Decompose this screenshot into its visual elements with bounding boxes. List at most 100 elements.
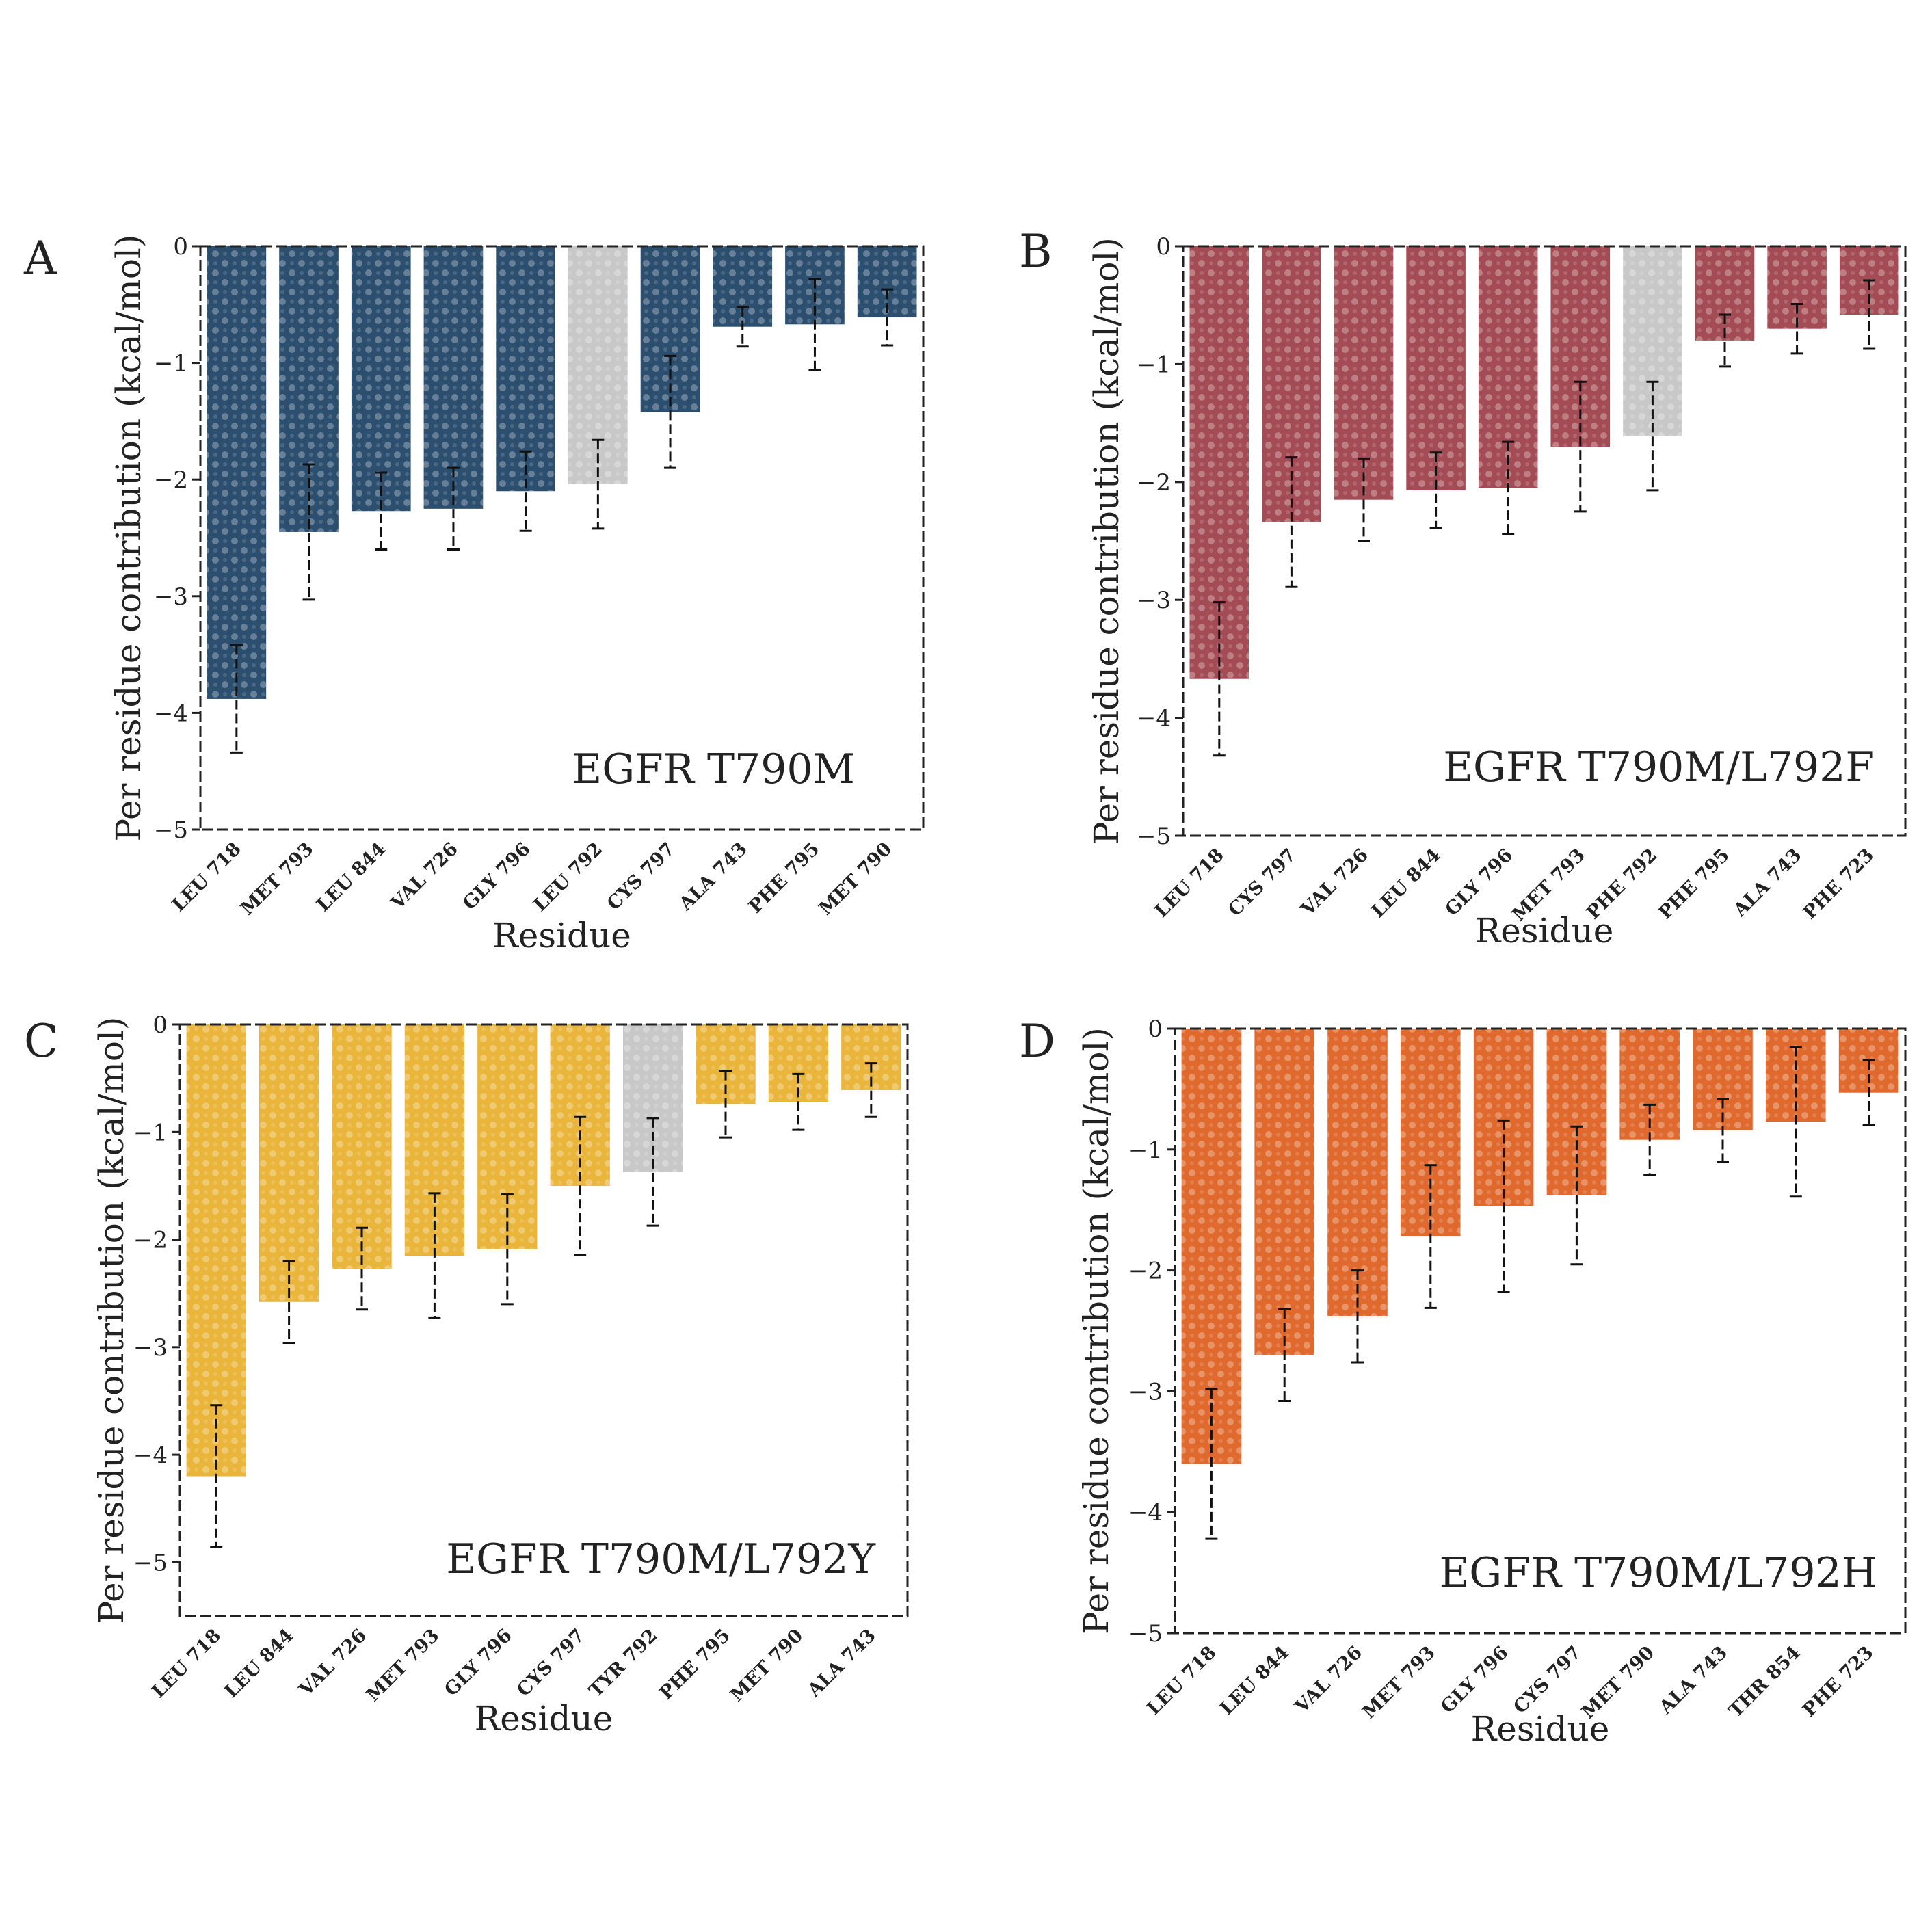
error-bar-leu-718 <box>1213 601 1226 757</box>
y-axis-title: Per residue contribution (kcal/mol) <box>1076 1027 1116 1635</box>
bar-texture <box>423 246 484 509</box>
y-tick-label: −1 <box>1128 1137 1163 1164</box>
error-bar-leu-718 <box>210 1404 223 1548</box>
y-tick-label: −5 <box>1137 823 1171 850</box>
x-tick-label: ALA 743 <box>1655 1642 1732 1719</box>
x-tick-label: VAL 726 <box>386 838 462 914</box>
x-axis-title: Residue <box>475 1699 613 1738</box>
x-tick-label: TYR 792 <box>585 1625 661 1702</box>
error-bar-ala-743 <box>864 1062 877 1118</box>
y-tick-label: −4 <box>1128 1499 1163 1526</box>
series-label: EGFR T790M/L792Y <box>446 1535 876 1583</box>
error-bar-phe-723 <box>1863 279 1876 350</box>
panel-letter: A <box>23 232 57 284</box>
error-bar-leu-844 <box>375 471 388 551</box>
bar-ala-743 <box>1767 246 1827 329</box>
axes-frame <box>1174 1027 1907 1635</box>
x-tick-label: ALA 743 <box>1729 845 1805 921</box>
x-tick-label: VAL 726 <box>295 1625 371 1701</box>
x-tick-label: PHE 795 <box>745 838 823 917</box>
bar-texture <box>186 1024 246 1477</box>
bar-cys-797 <box>1262 246 1321 522</box>
error-bar-phe-795 <box>719 1070 732 1139</box>
x-tick-label: MET 793 <box>362 1625 443 1706</box>
y-tick-label: −3 <box>154 583 188 611</box>
y-tick-label: 0 <box>1156 233 1171 261</box>
bar-leu-718 <box>186 1024 246 1477</box>
y-tick-label: −4 <box>133 1442 168 1469</box>
bar-leu-718 <box>207 246 267 699</box>
bar-texture <box>404 1024 465 1256</box>
error-bar-leu-792 <box>592 438 605 530</box>
y-axis-title: Per residue contribution (kcal/mol) <box>1087 237 1126 845</box>
x-tick-label: MET 790 <box>815 838 896 919</box>
panel-letter: B <box>1019 225 1053 278</box>
panel-letter: C <box>24 1015 59 1068</box>
y-tick-label: 0 <box>173 233 188 261</box>
x-tick-label: LEU 844 <box>1216 1642 1293 1719</box>
x-tick-label: LEU 718 <box>1143 1642 1220 1719</box>
bar-texture <box>207 246 267 699</box>
x-axis-title: Residue <box>492 916 631 955</box>
y-axis-title: Per residue contribution (kcal/mol) <box>109 235 148 842</box>
error-bar-met-790 <box>1643 1103 1656 1176</box>
error-bar-leu-718 <box>1205 1388 1218 1540</box>
x-tick-label: CYS 797 <box>1224 845 1300 921</box>
bar-leu-844 <box>1406 246 1466 490</box>
bar-gly-796 <box>1478 246 1538 488</box>
x-axis-title: Residue <box>1471 1709 1610 1749</box>
bar-texture <box>1401 1029 1461 1237</box>
error-bar-leu-844 <box>1278 1308 1291 1403</box>
x-tick-label: PHE 723 <box>1799 845 1878 923</box>
error-bar-val-726 <box>1351 1269 1364 1364</box>
bar-texture <box>351 246 411 512</box>
error-bar-leu-844 <box>1429 451 1442 529</box>
error-bar-met-790 <box>792 1072 805 1131</box>
x-tick-label: CYS 797 <box>603 838 679 914</box>
bar-texture <box>1181 1029 1242 1464</box>
bar-leu-718 <box>1181 1029 1242 1464</box>
x-axis-title: Residue <box>1475 911 1614 951</box>
y-tick-label: −3 <box>133 1334 168 1362</box>
bar-met-793 <box>1401 1029 1461 1237</box>
y-tick-label: −3 <box>1128 1378 1163 1405</box>
error-bar-ala-743 <box>736 306 749 348</box>
y-tick-label: −2 <box>154 466 188 494</box>
error-bar-met-790 <box>881 288 894 347</box>
y-tick-label: −5 <box>133 1549 168 1576</box>
y-tick-label: −4 <box>154 700 188 727</box>
x-tick-label: THR 854 <box>1725 1642 1805 1722</box>
x-tick-label: LEU 792 <box>529 838 607 916</box>
error-bar-phe-723 <box>1862 1059 1875 1126</box>
error-bar-ala-743 <box>1717 1098 1729 1163</box>
x-tick-label: MET 790 <box>726 1625 807 1706</box>
error-bar-phe-795 <box>808 278 821 371</box>
x-tick-label: LEU 844 <box>221 1625 298 1702</box>
bar-gly-796 <box>496 246 555 492</box>
error-bar-cys-797 <box>1570 1125 1583 1266</box>
x-tick-label: GLY 796 <box>440 1625 516 1701</box>
error-bar-val-726 <box>1358 457 1370 542</box>
x-tick-label: LEU 718 <box>1151 845 1228 922</box>
x-tick-label: LEU 718 <box>168 838 246 916</box>
axes-frame <box>1182 245 1907 837</box>
error-bar-leu-718 <box>230 644 243 754</box>
x-tick-label: LEU 718 <box>148 1625 225 1702</box>
bar-texture <box>279 246 339 532</box>
error-bar-gly-796 <box>519 450 532 532</box>
x-tick-label: VAL 726 <box>1291 1642 1366 1718</box>
bar-met-793 <box>279 246 339 532</box>
bar-leu-718 <box>1189 246 1249 679</box>
error-bar-ala-743 <box>1790 302 1803 355</box>
error-bar-met-793 <box>428 1192 441 1319</box>
error-bar-phe-792 <box>1646 380 1659 492</box>
bar-texture <box>1695 246 1755 341</box>
error-bar-cys-797 <box>1285 456 1298 588</box>
bar-texture <box>1623 246 1682 436</box>
error-bar-leu-844 <box>282 1260 295 1345</box>
y-tick-label: −5 <box>1128 1620 1163 1648</box>
bar-gly-796 <box>477 1024 538 1249</box>
